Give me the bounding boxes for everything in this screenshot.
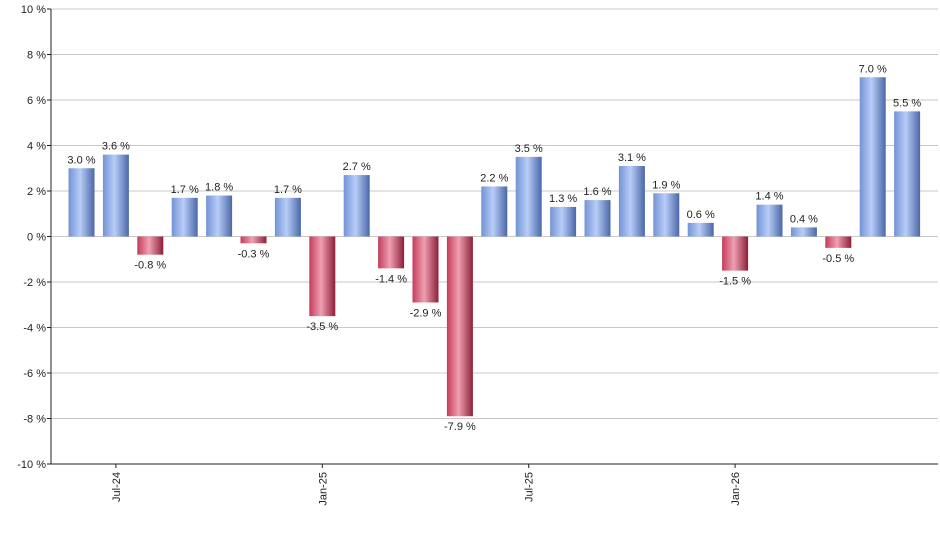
bar-jun-25 <box>481 186 508 237</box>
bar-jul-24 <box>102 154 129 237</box>
bar-oct-24 <box>206 195 233 237</box>
data-label: 1.4 % <box>755 191 783 203</box>
data-label: -0.3 % <box>238 248 270 260</box>
y-tick-label: 4 % <box>27 141 46 153</box>
data-label: 5.5 % <box>893 97 921 109</box>
bar-dec-24 <box>274 197 301 237</box>
data-label: -2.9 % <box>410 307 442 319</box>
x-tick-label: Jul-25 <box>524 472 536 502</box>
y-tick-label: 6 % <box>27 95 46 107</box>
data-label: 1.8 % <box>205 182 233 194</box>
bar-nov-24 <box>240 236 267 244</box>
y-tick-label: -6 % <box>23 368 46 380</box>
bars <box>68 77 921 417</box>
x-axis-ticks: Jul-24 Jan-25 Jul-25 Jan-26 <box>111 464 742 506</box>
data-label: 7.0 % <box>859 63 887 75</box>
data-label: -0.8 % <box>134 260 166 272</box>
bar-feb-25 <box>343 175 370 237</box>
bar-aug-25 <box>550 206 577 237</box>
bar-may-26 <box>859 77 886 237</box>
bar-nov-25 <box>653 193 680 237</box>
data-label: 2.7 % <box>343 161 371 173</box>
y-tick-label: -4 % <box>23 323 46 335</box>
data-label: 1.3 % <box>549 193 577 205</box>
bar-mar-26 <box>790 227 817 237</box>
y-tick-label: 8 % <box>27 50 46 62</box>
bar-jul-25 <box>515 156 542 237</box>
data-label: 1.9 % <box>652 179 680 191</box>
data-labels: 3.0 % 3.6 % -0.8 % 1.7 % 1.8 % -0.3 % 1.7 % -3.… <box>67 63 921 433</box>
bar-oct-25 <box>618 165 645 237</box>
x-tick-label: Jan-26 <box>730 472 742 506</box>
y-tick-label: 10 % <box>21 4 46 16</box>
bar-jan-26 <box>722 236 749 271</box>
bar-apr-26 <box>825 236 852 248</box>
y-tick-label: 2 % <box>27 186 46 198</box>
bar-jun-26 <box>894 111 921 237</box>
data-label: -1.5 % <box>719 276 751 288</box>
data-label: 3.5 % <box>515 143 543 155</box>
y-tick-label: -8 % <box>23 414 46 426</box>
bar-feb-26 <box>756 204 783 237</box>
y-axis-ticks: -10 % -8 % -6 % -4 % -2 % 0 % 2 % 4 % 6 % 8 % 10 % <box>17 4 51 471</box>
bar-sep-25 <box>584 200 611 237</box>
axes <box>50 9 938 465</box>
bar-aug-24 <box>137 236 164 255</box>
data-label: 1.7 % <box>171 184 199 196</box>
y-tick-label: -10 % <box>17 459 46 471</box>
data-label: 3.0 % <box>67 154 95 166</box>
bar-jan-25 <box>309 236 336 317</box>
data-label: 1.6 % <box>583 186 611 198</box>
data-label: 1.7 % <box>274 184 302 196</box>
y-tick-label: 0 % <box>27 232 46 244</box>
data-label: 3.6 % <box>102 141 130 153</box>
bar-apr-25 <box>412 236 439 303</box>
bar-jun-24 <box>68 168 95 237</box>
data-label: 2.2 % <box>480 172 508 184</box>
data-label: 0.6 % <box>687 209 715 221</box>
data-label: -3.5 % <box>306 321 338 333</box>
bar-mar-25 <box>378 236 405 269</box>
data-label: -7.9 % <box>444 421 476 433</box>
x-tick-label: Jul-24 <box>111 472 123 502</box>
data-label: 0.4 % <box>790 213 818 225</box>
data-label: -1.4 % <box>375 273 407 285</box>
bar-sep-24 <box>171 197 198 237</box>
data-label: 3.1 % <box>618 152 646 164</box>
x-tick-label: Jan-25 <box>317 472 329 506</box>
bar-may-25 <box>446 236 473 417</box>
bar-dec-25 <box>687 222 714 237</box>
y-tick-label: -2 % <box>23 277 46 289</box>
data-label: -0.5 % <box>822 253 854 265</box>
